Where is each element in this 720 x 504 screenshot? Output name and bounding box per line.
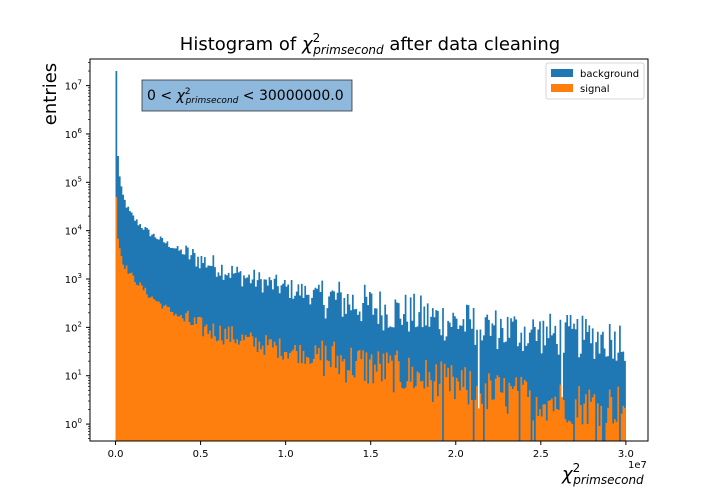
y-tick-label: 101 xyxy=(65,369,82,383)
legend: background signal xyxy=(545,62,645,100)
y-tick-label: 103 xyxy=(65,272,82,286)
y-tick-label: 100 xyxy=(65,417,82,431)
histogram-bars-signal xyxy=(115,196,626,441)
x-tick-label: 0.5 xyxy=(193,449,209,460)
legend-label-background: background xyxy=(580,69,639,80)
y-tick-label: 104 xyxy=(65,224,83,238)
x-axis-ticks: 0.0 0.5 1.0 1.5 2.0 2.5 3.0 xyxy=(108,441,634,460)
legend-swatch-signal xyxy=(551,84,573,92)
annotation-box xyxy=(141,79,353,112)
x-tick-label: 3.0 xyxy=(618,449,634,460)
x-tick-label: 1.0 xyxy=(278,449,294,460)
x-axis-offset-label: 1e7 xyxy=(628,460,647,471)
y-axis-ticks: 100 101 102 103 104 105 106 107 xyxy=(65,62,90,439)
chart-title: Histogram of χ2 primsecond after data cle… xyxy=(180,31,560,57)
range-annotation: 0 < χ2 primsecond < 30000000.0 xyxy=(141,79,353,112)
y-tick-label: 107 xyxy=(65,79,82,93)
x-axis-label: χ2 primsecond xyxy=(561,461,644,487)
y-tick-label: 102 xyxy=(65,320,82,334)
y-axis-label: entries xyxy=(40,63,61,125)
x-tick-label: 2.5 xyxy=(533,449,549,460)
histogram-bars xyxy=(115,71,626,441)
x-tick-label: 1.5 xyxy=(363,449,379,460)
series-signal xyxy=(115,196,626,441)
y-tick-label: 106 xyxy=(65,127,83,141)
annotation-text: 0 < χ2 primsecond < 30000000.0 xyxy=(147,87,344,106)
x-tick-label: 0.0 xyxy=(108,449,124,460)
legend-label-signal: signal xyxy=(580,84,610,95)
x-tick-label: 2.0 xyxy=(448,449,464,460)
y-tick-label: 105 xyxy=(65,175,82,189)
legend-swatch-background xyxy=(551,69,573,77)
